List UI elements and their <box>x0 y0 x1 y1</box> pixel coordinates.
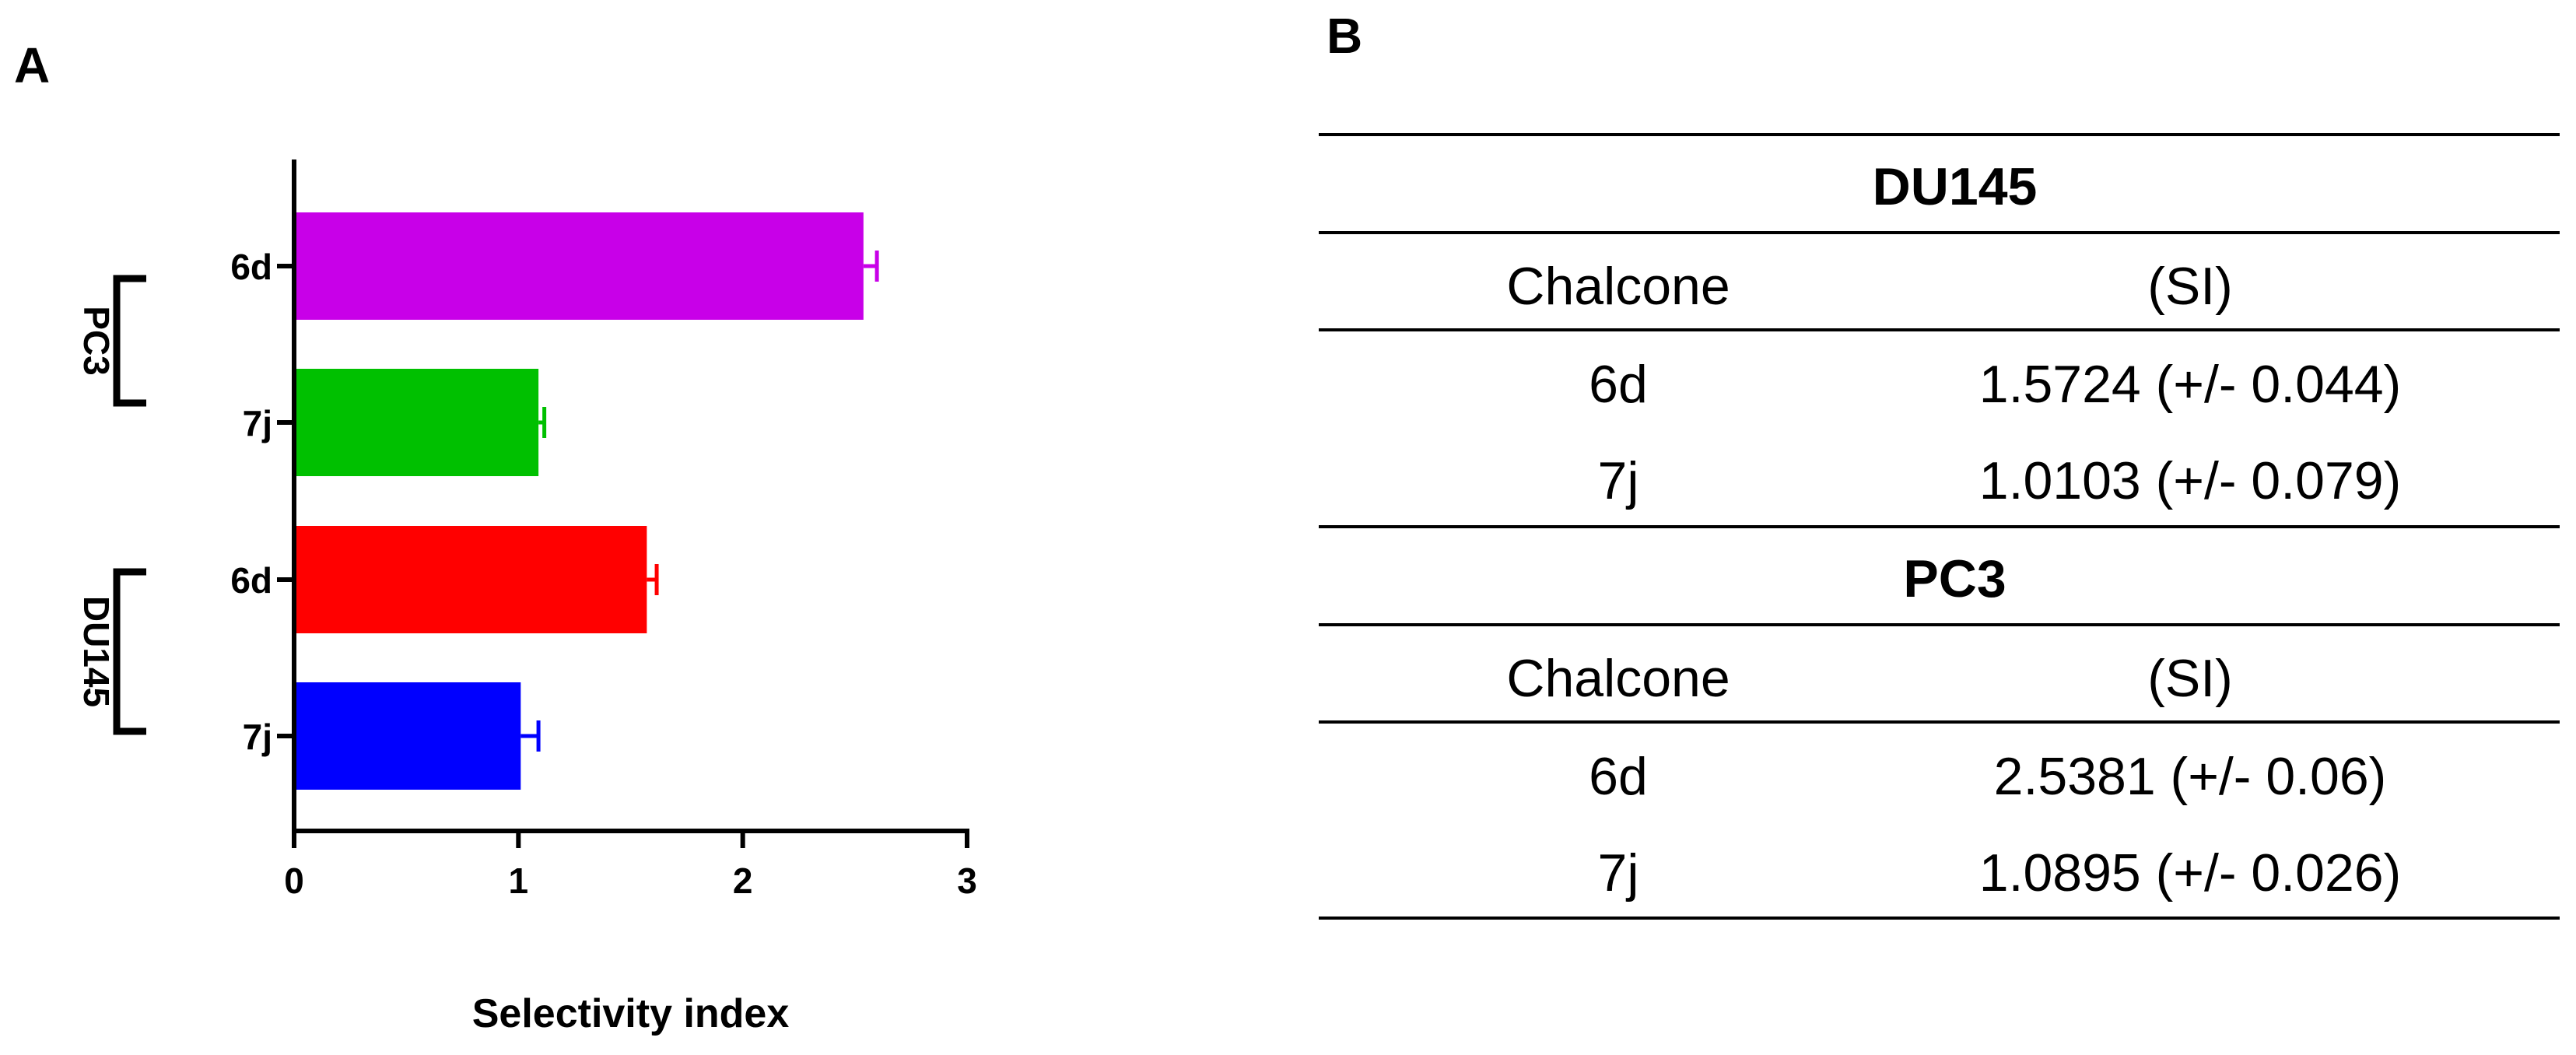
section-title: DU145 <box>1873 157 2038 216</box>
bar-7j-pc3 <box>294 369 539 476</box>
group-bracket-pc3: PC3 <box>76 275 146 407</box>
table-row: 6d 1.5724 (+/- 0.044) <box>1589 355 2401 414</box>
error-bar-1 <box>538 407 547 438</box>
x-tick-label: 2 <box>733 860 753 901</box>
si-table: DU145 Chalcone (SI) 6d 1.5724 (+/- 0.044) 7j 1… <box>1319 133 2560 920</box>
cell-si: 1.0895 (+/- 0.026) <box>1979 843 2401 903</box>
header-compound: Chalcone <box>1506 257 1730 316</box>
group-bracket-du145: DU145 <box>76 568 146 735</box>
table-row: 6d 2.5381 (+/- 0.06) <box>1589 747 2386 806</box>
cell-compound: 7j <box>1598 843 1639 903</box>
error-bar-2 <box>647 564 659 595</box>
x-tick-label: 1 <box>509 860 529 901</box>
bar-7j-du145 <box>294 682 521 790</box>
header-compound: Chalcone <box>1506 649 1730 708</box>
bar-6d-du145 <box>294 526 647 633</box>
y-tick-label: 7j <box>243 403 272 443</box>
cell-compound: 6d <box>1589 747 1648 806</box>
table-section-du145: DU145 Chalcone (SI) 6d 1.5724 (+/- 0.044) 7j 1… <box>1506 157 2401 510</box>
cell-compound: 6d <box>1589 355 1648 414</box>
cell-si: 1.5724 (+/- 0.044) <box>1979 355 2401 414</box>
header-si: (SI) <box>2147 649 2233 708</box>
table-row: 7j 1.0895 (+/- 0.026) <box>1598 843 2402 903</box>
table-row: 7j 1.0103 (+/- 0.079) <box>1598 451 2402 510</box>
table-section-pc3: PC3 Chalcone (SI) 6d 2.5381 (+/- 0.06) 7j 1.08… <box>1506 549 2401 903</box>
group-label: PC3 <box>76 306 117 375</box>
y-tick-label: 6d <box>230 560 272 601</box>
error-bar-3 <box>520 720 541 752</box>
cell-si: 1.0103 (+/- 0.079) <box>1979 451 2401 510</box>
x-axis-title: Selectivity index <box>472 991 790 1036</box>
group-label: DU145 <box>76 596 117 707</box>
bar-6d-pc3 <box>294 212 864 320</box>
error-bar-0 <box>863 251 879 282</box>
header-si: (SI) <box>2147 257 2233 316</box>
cell-si: 2.5381 (+/- 0.06) <box>1994 747 2387 806</box>
panel-b-letter: B <box>1327 8 1362 64</box>
selectivity-bar-chart: 6d 7j 6d 7j 0 1 2 3 PC3 DU145 Selectivity index <box>76 159 977 1036</box>
section-title: PC3 <box>1903 549 2006 608</box>
x-tick-label: 0 <box>284 860 304 901</box>
y-tick-label: 6d <box>230 247 272 287</box>
panel-a-letter: A <box>14 37 50 93</box>
y-tick-label: 7j <box>243 717 272 757</box>
x-tick-label: 3 <box>957 860 977 901</box>
cell-compound: 7j <box>1598 451 1639 510</box>
